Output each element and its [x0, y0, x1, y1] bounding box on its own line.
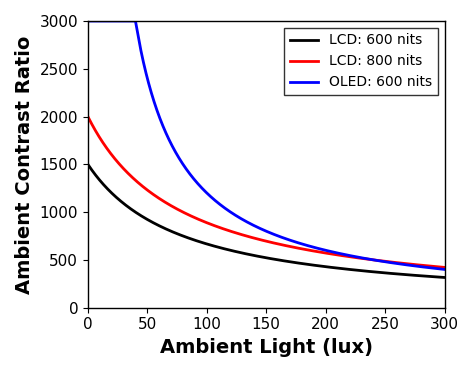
LCD: 800 nits: (195, 582): 800 nits: (195, 582) — [317, 250, 323, 254]
OLED: 600 nits: (0.3, 3e+03): 600 nits: (0.3, 3e+03) — [85, 19, 91, 23]
LCD: 600 nits: (224, 396): 600 nits: (224, 396) — [351, 268, 357, 272]
OLED: 600 nits: (224, 537): 600 nits: (224, 537) — [351, 254, 357, 259]
Y-axis label: Ambient Contrast Ratio: Ambient Contrast Ratio — [15, 35, 34, 294]
LCD: 800 nits: (300, 422): 800 nits: (300, 422) — [442, 265, 447, 270]
Line: OLED: 600 nits: OLED: 600 nits — [88, 21, 445, 269]
LCD: 600 nits: (0.3, 1.49e+03): 600 nits: (0.3, 1.49e+03) — [85, 163, 91, 167]
OLED: 600 nits: (54.7, 2.19e+03): 600 nits: (54.7, 2.19e+03) — [150, 96, 156, 100]
Legend: LCD: 600 nits, LCD: 800 nits, OLED: 600 nits: LCD: 600 nits, LCD: 800 nits, OLED: 600 … — [284, 28, 438, 95]
LCD: 800 nits: (115, 822): 800 nits: (115, 822) — [221, 227, 227, 231]
LCD: 800 nits: (180, 616): 800 nits: (180, 616) — [299, 247, 305, 251]
LCD: 800 nits: (54.7, 1.19e+03): 800 nits: (54.7, 1.19e+03) — [150, 192, 156, 196]
OLED: 600 nits: (300, 401): 600 nits: (300, 401) — [442, 267, 447, 272]
LCD: 600 nits: (247, 368): 600 nits: (247, 368) — [378, 270, 384, 275]
LCD: 600 nits: (54.7, 891): 600 nits: (54.7, 891) — [150, 220, 156, 225]
OLED: 600 nits: (115, 1.05e+03): 600 nits: (115, 1.05e+03) — [221, 205, 227, 210]
OLED: 600 nits: (247, 487): 600 nits: (247, 487) — [378, 259, 384, 263]
OLED: 600 nits: (195, 616): 600 nits: (195, 616) — [317, 247, 323, 251]
LCD: 600 nits: (180, 462): 600 nits: (180, 462) — [299, 261, 305, 266]
X-axis label: Ambient Light (lux): Ambient Light (lux) — [160, 338, 373, 357]
Line: LCD: 600 nits: LCD: 600 nits — [88, 165, 445, 278]
LCD: 800 nits: (247, 490): 800 nits: (247, 490) — [378, 259, 384, 263]
LCD: 600 nits: (300, 317): 600 nits: (300, 317) — [442, 275, 447, 280]
OLED: 600 nits: (180, 667): 600 nits: (180, 667) — [299, 242, 305, 246]
LCD: 600 nits: (195, 437): 600 nits: (195, 437) — [317, 264, 323, 268]
Line: LCD: 800 nits: LCD: 800 nits — [88, 117, 445, 267]
LCD: 800 nits: (0.3, 1.99e+03): 800 nits: (0.3, 1.99e+03) — [85, 115, 91, 119]
LCD: 600 nits: (115, 617): 600 nits: (115, 617) — [221, 247, 227, 251]
LCD: 800 nits: (224, 527): 800 nits: (224, 527) — [351, 255, 357, 260]
